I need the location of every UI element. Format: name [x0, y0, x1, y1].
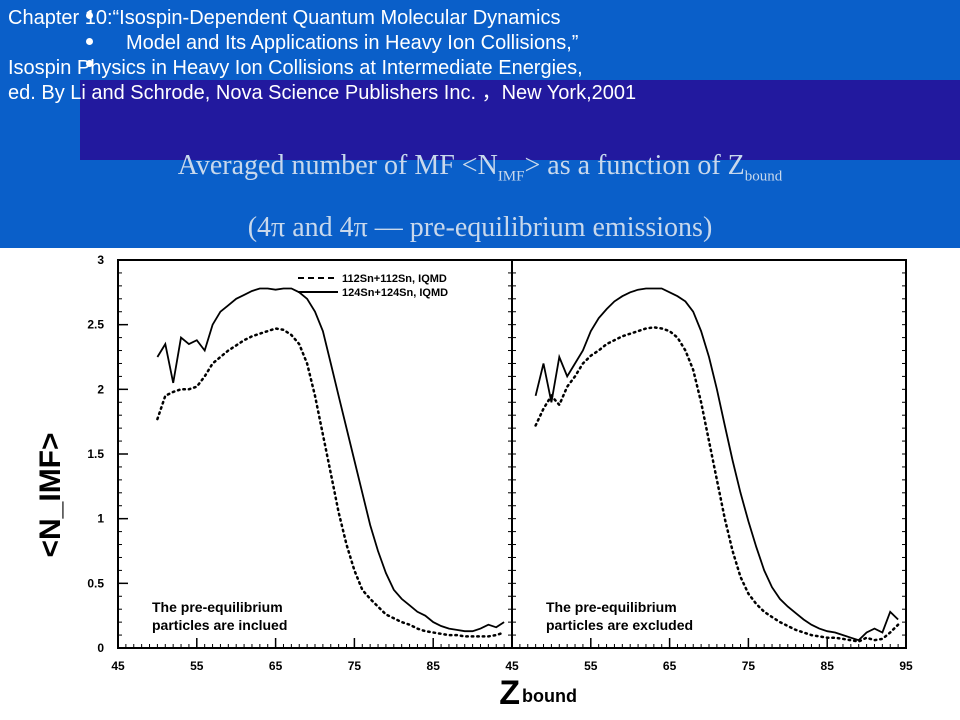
bullet-dot-icon	[86, 12, 93, 19]
panel-annotation: particles are excluded	[546, 617, 693, 633]
legend-entry: 124Sn+124Sn, IQMD	[342, 287, 448, 299]
reference-line: Model and Its Applications in Heavy Ion …	[126, 32, 579, 54]
y-tick-label: 1.5	[87, 447, 104, 461]
y-tick-label: 0	[97, 641, 104, 655]
x-tick-label: 95	[899, 659, 913, 673]
title-subscript: bound	[744, 168, 783, 185]
title-subscript: IMF	[497, 168, 525, 185]
y-tick-label: 0.5	[87, 576, 104, 590]
x-tick-label: 65	[269, 659, 283, 673]
x-axis-label-subscript: bound	[522, 686, 577, 706]
bullet-dot-icon	[86, 60, 93, 67]
x-tick-label: 85	[821, 659, 835, 673]
panel-annotation: The pre-equilibrium	[152, 599, 283, 615]
x-axis-label-text: Z	[499, 674, 520, 712]
series-line-solid	[156, 287, 505, 633]
series-line-solid	[534, 287, 899, 642]
slide-title: Averaged number of MF <NIMF> as a functi…	[0, 150, 960, 186]
panel-annotation: particles are inclued	[152, 617, 287, 633]
header-inner-band	[80, 80, 960, 160]
title-text: Averaged number of MF <N	[177, 150, 498, 181]
x-tick-label: 65	[663, 659, 677, 673]
x-tick-label: 75	[742, 659, 756, 673]
x-tick-label: 85	[427, 659, 441, 673]
y-tick-label: 2.5	[87, 318, 104, 332]
x-tick-label: 55	[584, 659, 598, 673]
y-axis-label-text: <N_IMF>	[34, 432, 67, 557]
plot-frame	[117, 259, 513, 649]
y-tick-label: 2	[97, 382, 104, 396]
x-tick-label: 55	[190, 659, 204, 673]
slide-subtitle: (4π and 4π — pre-equilibrium emissions)	[247, 212, 713, 243]
series-line-dotted	[156, 327, 506, 638]
series-line-dotted	[534, 326, 900, 643]
y-tick-label: 1	[97, 512, 104, 526]
reference-line: ed. By Li and Schrode, Nova Science Publ…	[8, 82, 637, 104]
reference-line: Isospin Physics in Heavy Ion Collisions …	[8, 57, 583, 79]
title-text: > as a function of Z	[524, 150, 745, 181]
x-tick-label: 75	[348, 659, 362, 673]
x-tick-label: 45	[111, 659, 125, 673]
chart-panel-left: 45 55 65 75 85 0 0.5 1 1.5 2 2.5 3 112Sn+112Sn, IQMD…	[87, 253, 513, 673]
reference-block: Chapter 10:“Isospin-Dependent Quantum Mo…	[8, 6, 948, 106]
panel-annotation: The pre-equilibrium	[546, 599, 677, 615]
y-axis-label: <N_IMF>	[34, 432, 67, 557]
imf-chart: 45 55 65 75 85 0 0.5 1 1.5 2 2.5 3 112Sn+112Sn, IQMD…	[34, 253, 913, 712]
x-axis-label: Z bound	[499, 674, 577, 712]
y-tick-label: 3	[97, 253, 104, 267]
plot-frame	[511, 259, 907, 649]
bullet-dot-icon	[86, 38, 93, 45]
x-tick-label: 45	[505, 659, 519, 673]
legend-entry: 112Sn+112Sn, IQMD	[342, 273, 447, 285]
reference-line: Chapter 10:“Isospin-Dependent Quantum Mo…	[8, 7, 561, 29]
chart-panel-right: 45 55 65 75 85 95 The pre-equilibrium particles…	[505, 259, 913, 673]
